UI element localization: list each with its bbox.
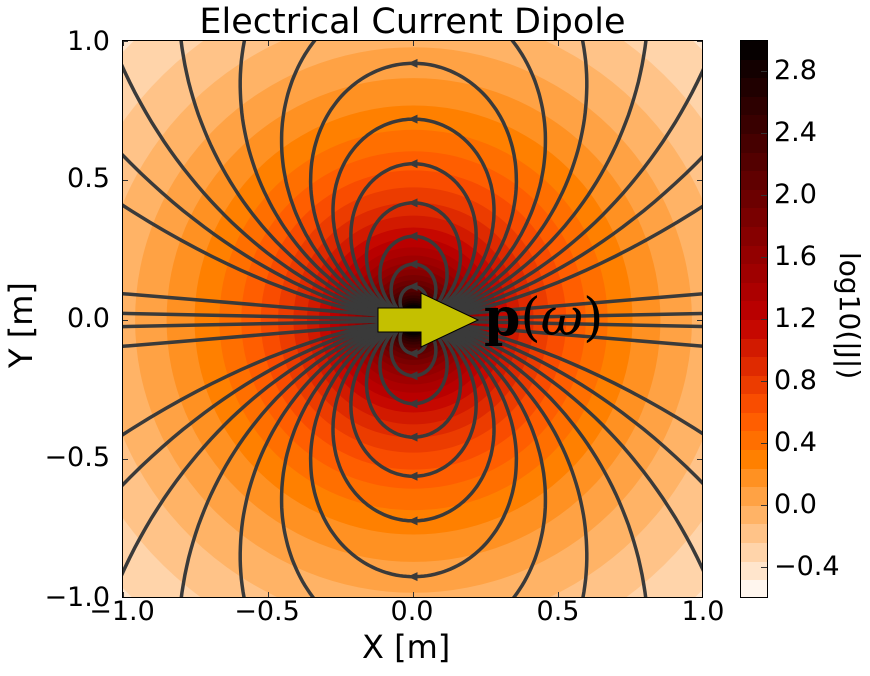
colorbar-segment (741, 41, 767, 60)
dipole-arrow-icon (377, 292, 480, 348)
colorbar-segment (741, 431, 767, 451)
colorbar-tick-mark (761, 133, 767, 134)
y-tick-mark (697, 459, 702, 460)
x-tick-label: 0.5 (536, 596, 580, 627)
y-tick-mark (123, 180, 128, 181)
field-plot (123, 41, 702, 597)
colorbar-segment (741, 78, 767, 97)
colorbar-tick-label: 0.4 (774, 427, 817, 458)
colorbar-label: log10(|J|) (833, 252, 866, 380)
colorbar-tick-label: 0.0 (774, 489, 817, 520)
colorbar-segment (741, 319, 767, 339)
colorbar-segment (741, 394, 767, 413)
colorbar-segment (741, 226, 767, 246)
colorbar-segment (741, 375, 767, 395)
colorbar-tick-label: 1.2 (774, 303, 817, 334)
colorbar-tick-label: 2.4 (774, 117, 817, 148)
colorbar-segment (741, 412, 767, 432)
colorbar-segment (741, 524, 767, 544)
colorbar-segment (741, 543, 767, 562)
colorbar-segment (741, 505, 767, 525)
colorbar-segment (741, 264, 767, 283)
y-tick-label: −0.5 (44, 442, 110, 473)
x-tick-label: −1.0 (89, 596, 155, 627)
x-axis-label: X [m] (362, 628, 451, 666)
colorbar (740, 40, 768, 598)
x-tick-mark (267, 41, 269, 46)
colorbar-segment (741, 133, 767, 153)
colorbar-tick-label: 0.8 (774, 365, 817, 396)
y-tick-mark (123, 319, 128, 321)
y-tick-label: 0.5 (67, 163, 110, 194)
colorbar-segment (741, 115, 767, 134)
plot-area (122, 40, 703, 598)
colorbar-segment (741, 96, 767, 116)
colorbar-tick-mark (761, 195, 767, 196)
colorbar-segment (741, 282, 767, 302)
colorbar-tick-mark (761, 257, 767, 258)
y-tick-mark (697, 319, 702, 321)
colorbar-tick-label: −0.4 (774, 551, 840, 582)
colorbar-tick-label: 2.0 (774, 179, 817, 210)
x-tick-mark (558, 592, 560, 597)
y-tick-mark (123, 459, 128, 460)
x-tick-label: 1.0 (681, 596, 725, 627)
colorbar-segment (741, 171, 767, 190)
streamlines (123, 41, 702, 597)
colorbar-tick-mark (761, 71, 767, 72)
colorbar-tick-mark (761, 567, 767, 568)
colorbar-segment (741, 301, 767, 320)
colorbar-segment (741, 59, 767, 79)
x-tick-mark (123, 592, 124, 597)
colorbar-tick-mark (761, 319, 767, 320)
colorbar-segment (741, 468, 767, 488)
colorbar-tick-label: 1.6 (774, 241, 817, 272)
x-tick-mark (558, 41, 560, 46)
colorbar-segment (741, 450, 767, 469)
colorbar-segment (741, 338, 767, 358)
colorbar-tick-mark (761, 443, 767, 444)
colorbar-segment (741, 189, 767, 209)
y-tick-mark (697, 41, 702, 42)
x-tick-mark (413, 41, 414, 46)
x-tick-mark (413, 592, 414, 597)
colorbar-segment (741, 152, 767, 172)
colorbar-segment (741, 561, 767, 581)
colorbar-tick-label: 2.8 (774, 55, 817, 86)
colorbar-segment (741, 580, 767, 597)
y-tick-label: 0.0 (67, 303, 110, 334)
dipole-annotation: p(ω) (484, 287, 604, 349)
chart-title: Electrical Current Dipole (199, 2, 626, 42)
y-tick-label: −1.0 (44, 582, 110, 613)
y-axis-label: Y [m] (2, 282, 40, 368)
colorbar-segment (741, 357, 767, 376)
colorbar-segment (741, 245, 767, 265)
colorbar-tick-mark (761, 505, 767, 506)
colorbar-tick-mark (761, 381, 767, 382)
y-tick-mark (697, 180, 702, 181)
x-tick-label: −0.5 (234, 596, 300, 627)
colorbar-segment (741, 208, 767, 227)
x-tick-mark (267, 592, 269, 597)
x-tick-mark (123, 41, 124, 46)
y-tick-label: 1.0 (67, 26, 110, 57)
y-tick-mark (123, 41, 128, 42)
colorbar-segment (741, 487, 767, 506)
x-tick-label: 0.0 (390, 596, 434, 627)
